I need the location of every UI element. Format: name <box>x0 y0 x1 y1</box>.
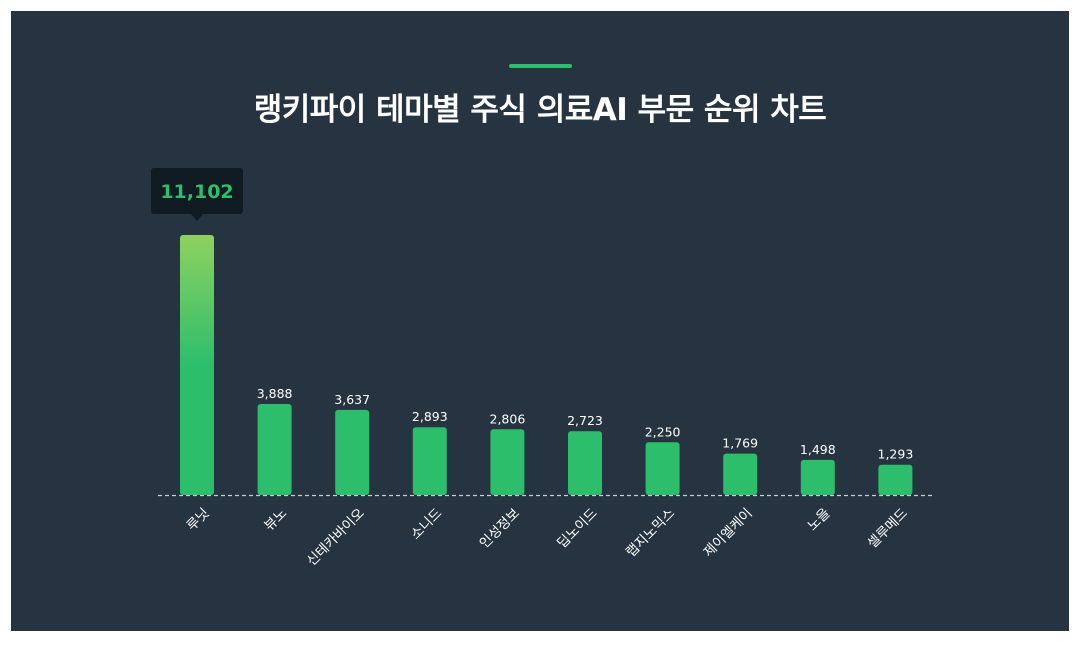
bar-2 <box>335 409 370 495</box>
bar-5 <box>568 431 602 495</box>
tooltip-pointer <box>191 214 203 221</box>
bar-0 <box>180 235 214 495</box>
category-label-3: 소니드 <box>408 505 446 543</box>
category-label-9: 셀루메드 <box>865 505 911 551</box>
bar-1 <box>257 403 292 495</box>
value-label-6: 2,250 <box>645 424 681 439</box>
category-label-0: 루닛 <box>184 505 213 534</box>
category-label-6: 랩지노믹스 <box>623 505 678 560</box>
category-label-4: 인성정보 <box>477 505 523 551</box>
category-label-5: 딥노이드 <box>554 505 600 551</box>
value-label-2: 3,637 <box>334 392 370 407</box>
value-label-0: 11,102 <box>160 181 233 203</box>
bar-8 <box>800 459 835 495</box>
bar-4 <box>490 429 525 495</box>
value-label-5: 2,723 <box>567 413 603 428</box>
category-label-1: 뷰노 <box>261 505 290 534</box>
value-label-3: 2,893 <box>412 409 448 424</box>
bar-6 <box>645 442 680 495</box>
value-label-7: 1,769 <box>722 436 758 451</box>
category-label-7: 제이엘케이 <box>701 505 756 560</box>
value-label-9: 1,293 <box>878 447 914 462</box>
value-label-8: 1,498 <box>800 442 836 457</box>
value-label-1: 3,888 <box>257 386 293 401</box>
bar-3 <box>412 427 447 495</box>
bar-9 <box>878 464 913 495</box>
title-accent-line <box>509 64 572 68</box>
bar-7 <box>723 453 758 495</box>
value-label-4: 2,806 <box>490 411 526 426</box>
category-label-2: 신테카바이오 <box>304 505 368 569</box>
category-label-8: 노을 <box>805 505 834 534</box>
value-tooltip <box>151 168 243 214</box>
chart-title: 랭키파이 테마별 주식 의료AI 부문 순위 차트 <box>253 92 827 128</box>
